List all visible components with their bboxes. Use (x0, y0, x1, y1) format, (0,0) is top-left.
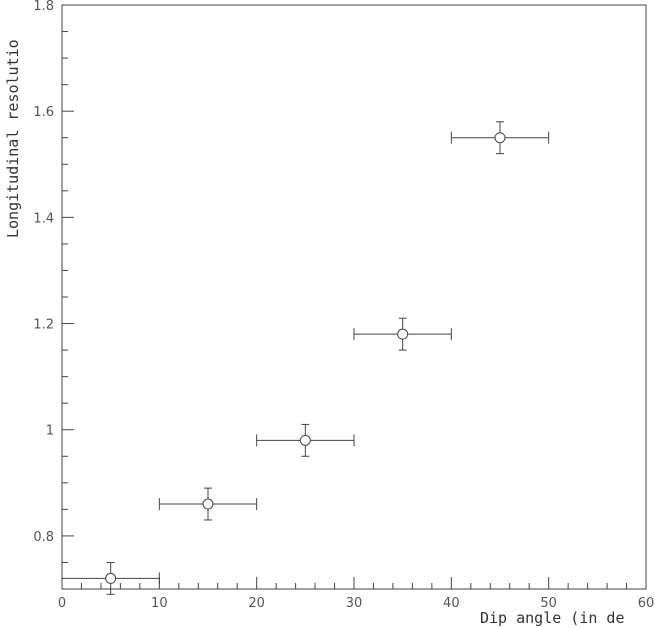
y-axis-label: Longitudinal resolutio (4, 39, 22, 238)
x-tick-label: 20 (248, 596, 265, 611)
data-point (450, 121, 550, 155)
x-tick-label: 50 (540, 596, 557, 611)
data-marker (494, 132, 506, 144)
data-points (61, 121, 550, 595)
y-tick-label: 1.4 (33, 211, 54, 226)
x-tick-label: 0 (58, 596, 66, 611)
x-tick-label: 30 (346, 596, 363, 611)
axis-tick-labels: 0 10 20 30 40 50 60 0.8 1 1.2 1.4 1.6 1.8 (33, 0, 654, 611)
x-tick-label: 60 (638, 596, 655, 611)
data-point (353, 317, 452, 351)
y-tick-label: 0.8 (33, 530, 54, 545)
data-marker (105, 572, 117, 584)
x-tick-label: 40 (443, 596, 460, 611)
x-axis-label: Dip angle (in de (480, 609, 625, 627)
y-tick-label: 1 (46, 424, 54, 439)
data-marker (202, 498, 214, 510)
plot-frame (61, 4, 647, 590)
data-point (158, 487, 258, 521)
x-tick-label: 10 (151, 596, 168, 611)
data-marker (299, 434, 311, 446)
y-tick-label: 1.6 (33, 105, 54, 120)
axis-ticks (61, 4, 647, 590)
data-point (256, 423, 355, 457)
y-tick-label: 1.2 (33, 318, 54, 333)
data-point (61, 561, 160, 595)
data-marker (397, 328, 409, 340)
y-tick-label: 1.8 (33, 0, 54, 14)
